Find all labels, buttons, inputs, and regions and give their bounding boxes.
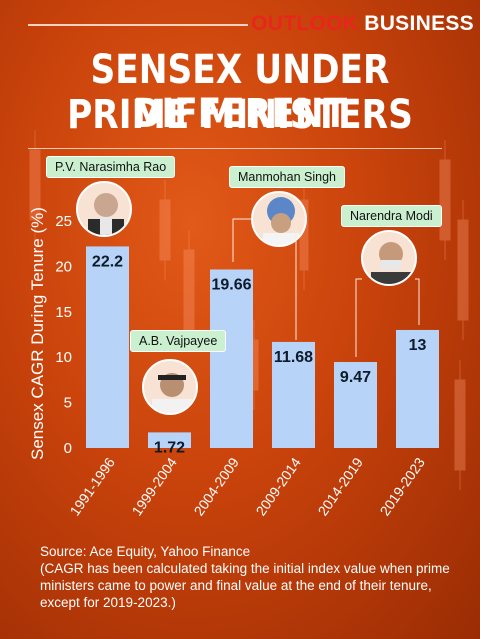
y-tick-label: 0	[64, 440, 72, 457]
bar-value-label: 13	[409, 337, 427, 354]
brand-business: BUSINESS	[364, 12, 474, 35]
y-tick-label: 15	[55, 304, 72, 321]
y-tick-label: 5	[64, 395, 72, 412]
pm-label-vajpayee: A.B. Vajpayee	[130, 330, 227, 352]
bar-value-label: 22.2	[92, 253, 123, 270]
bar-2019-2023	[396, 329, 439, 448]
methodology-note: (CAGR has been calculated taking the ini…	[40, 561, 450, 610]
footer: Source: Ace Equity, Yahoo Finance (CAGR …	[40, 543, 470, 611]
manmohan-connector-right	[295, 218, 307, 340]
pm-label-modi: Narendra Modi	[341, 205, 442, 227]
brand-logo: OUTLOOK BUSINESS	[251, 12, 474, 36]
modi-connector-left	[355, 278, 362, 357]
bar-2004-2009	[210, 269, 253, 448]
pm-label-rao: P.V. Narasimha Rao	[46, 156, 176, 178]
bar-1991-1996	[86, 246, 129, 448]
page-title-line1: SENSEX UNDER DIFFERENT	[90, 47, 390, 137]
header-rule	[28, 24, 248, 26]
bar-value-label: 11.68	[274, 349, 313, 366]
bar-2014-2019	[334, 362, 377, 448]
vajpayee-portrait	[142, 359, 198, 415]
bar-value-label: 19.66	[211, 276, 251, 293]
manmohan-connector-left	[232, 218, 252, 262]
title-rule	[28, 148, 442, 149]
y-tick-label: 20	[55, 258, 72, 275]
modi-connector-right	[415, 278, 420, 325]
page-title-line2: PRIME MINISTERS	[67, 92, 413, 138]
modi-portrait	[361, 230, 417, 286]
bar-value-label: 1.72	[154, 439, 185, 456]
source-text: Source: Ace Equity, Yahoo Finance	[40, 544, 251, 559]
y-tick-label: 10	[55, 349, 72, 366]
y-tick-label: 25	[55, 213, 72, 230]
pm-label-manmohan: Manmohan Singh	[229, 166, 345, 188]
rao-portrait	[76, 181, 132, 237]
bar-1999-2004	[148, 432, 191, 448]
bar-2009-2014	[272, 341, 315, 448]
brand-outlook: OUTLOOK	[251, 12, 359, 35]
bar-value-label: 9.47	[340, 369, 371, 386]
